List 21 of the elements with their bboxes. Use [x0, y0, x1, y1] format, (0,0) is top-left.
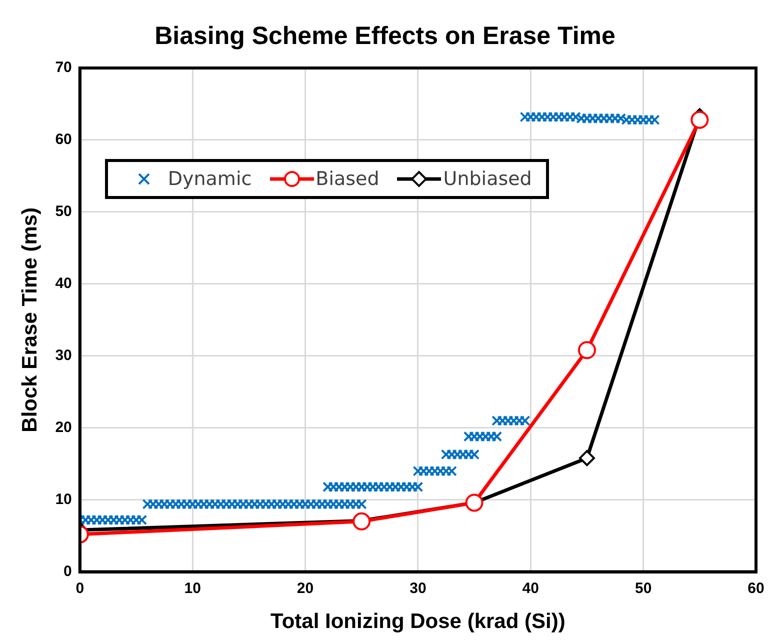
x-tick-label: 40 — [522, 580, 539, 597]
y-tick-label: 0 — [64, 562, 72, 580]
y-tick-label: 10 — [55, 490, 72, 508]
x-tick-label: 50 — [634, 580, 652, 597]
x-tick-label: 0 — [76, 580, 84, 597]
y-axis-title: Block Erase Time (ms) — [18, 207, 42, 432]
y-tick-label: 70 — [55, 59, 72, 76]
legend-label: Unbiased — [443, 168, 532, 190]
x-tick-label: 30 — [410, 580, 426, 597]
x-tick-label: 20 — [296, 580, 314, 597]
x-tick-label: 60 — [748, 580, 764, 597]
x-tick-label: 10 — [184, 580, 201, 597]
legend-label: Dynamic — [168, 168, 252, 190]
chart-title: Biasing Scheme Effects on Erase Time — [154, 22, 616, 50]
y-tick-label: 40 — [55, 275, 72, 292]
y-tick-label: 60 — [55, 131, 72, 148]
y-tick-label: 20 — [55, 419, 72, 436]
legend-label: Biased — [316, 168, 380, 190]
y-tick-label: 50 — [55, 203, 72, 220]
y-tick-label: 30 — [55, 347, 72, 364]
x-axis-title: Total Ionizing Dose (krad (Si)) — [270, 610, 566, 634]
